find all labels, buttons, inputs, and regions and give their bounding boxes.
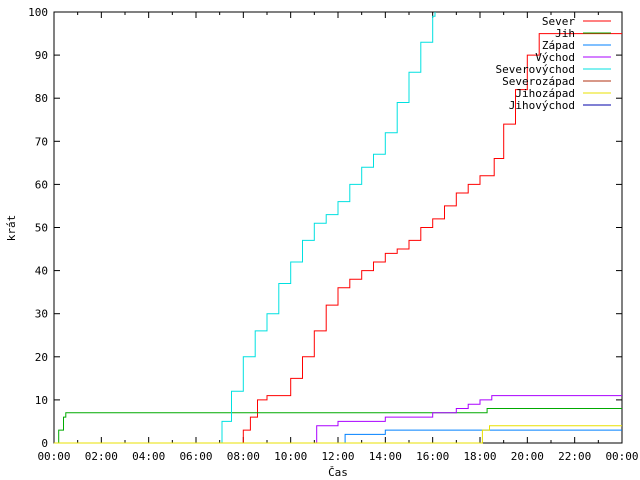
y-tick-label: 90 bbox=[35, 49, 48, 62]
x-tick-label: 18:00 bbox=[463, 450, 496, 463]
series-line-4 bbox=[54, 12, 436, 444]
x-tick-label: 12:00 bbox=[321, 450, 354, 463]
y-tick-label: 10 bbox=[35, 394, 48, 407]
x-tick-label: 16:00 bbox=[416, 450, 449, 463]
legend-label: Jih bbox=[555, 27, 575, 40]
x-tick-label: 20:00 bbox=[511, 450, 544, 463]
legend-label: Sever bbox=[542, 15, 575, 28]
y-axis-ticks: 0 10 20 30 40 50 60 70 80 90 100 bbox=[28, 6, 622, 450]
series-line-1 bbox=[54, 408, 622, 444]
y-tick-label: 70 bbox=[35, 135, 48, 148]
legend-label: Severozápad bbox=[502, 75, 575, 88]
y-tick-label: 30 bbox=[35, 308, 48, 321]
legend: SeverJihZápadVýchodSeverovýchodSeverozáp… bbox=[496, 15, 611, 112]
series-line-3 bbox=[54, 395, 622, 444]
legend-label: Jihozápad bbox=[515, 87, 575, 100]
series-line-6 bbox=[54, 425, 622, 444]
x-tick-label: 00:00 bbox=[37, 450, 70, 463]
y-tick-label: 50 bbox=[35, 222, 48, 235]
y-tick-label: 100 bbox=[28, 6, 48, 19]
x-tick-label: 04:00 bbox=[132, 450, 165, 463]
y-axis-title: krát bbox=[5, 215, 18, 242]
x-tick-label: 10:00 bbox=[274, 450, 307, 463]
legend-label: Západ bbox=[542, 39, 575, 52]
x-tick-label: 00:00 bbox=[605, 450, 638, 463]
y-tick-label: 20 bbox=[35, 351, 48, 364]
y-tick-label: 40 bbox=[35, 265, 48, 278]
legend-label: Severovýchod bbox=[496, 63, 575, 76]
y-tick-label: 60 bbox=[35, 178, 48, 191]
x-tick-label: 06:00 bbox=[179, 450, 212, 463]
x-tick-label: 02:00 bbox=[85, 450, 118, 463]
x-tick-label: 22:00 bbox=[558, 450, 591, 463]
legend-label: Východ bbox=[535, 51, 575, 64]
x-tick-label: 08:00 bbox=[227, 450, 260, 463]
x-tick-label: 14:00 bbox=[369, 450, 402, 463]
x-axis-ticks: 00:00 02:00 04:00 06:00 08:00 10:00 12:00 14:00… bbox=[37, 12, 639, 463]
y-tick-label: 0 bbox=[41, 437, 48, 450]
y-tick-label: 80 bbox=[35, 92, 48, 105]
legend-label: Jihovýchod bbox=[509, 99, 575, 112]
x-axis-title: Čas bbox=[328, 466, 348, 479]
series-line-0 bbox=[54, 33, 622, 444]
series-lines bbox=[54, 12, 622, 444]
